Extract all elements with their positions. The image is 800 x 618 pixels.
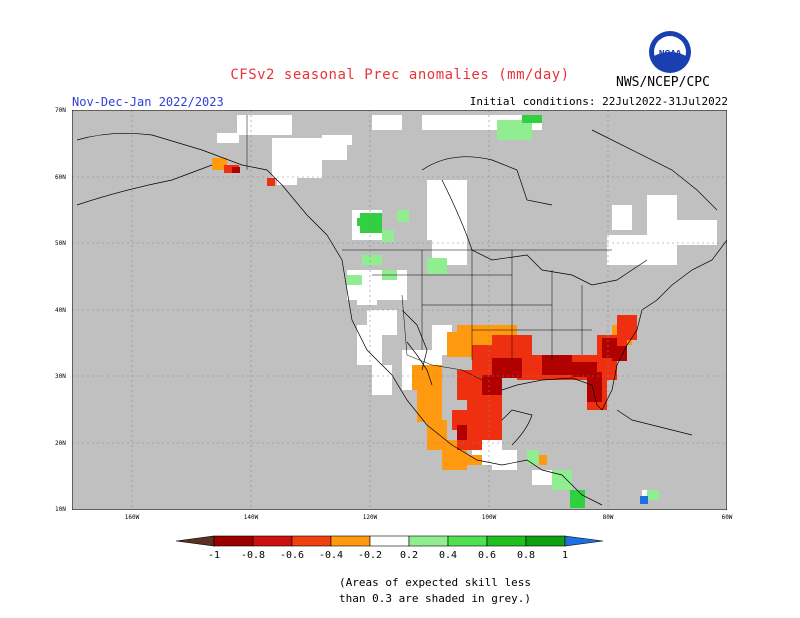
lon-label: 160W: [124, 514, 140, 521]
colorbar-cell: [447, 535, 488, 547]
colorbar-tick-label: 0.2: [400, 550, 418, 561]
initial-conditions: Initial conditions: 22Jul2022-31Jul2022: [469, 95, 728, 108]
colorbar-tick-label: 0.6: [478, 550, 496, 561]
forecast-period: Nov-Dec-Jan 2022/2023: [72, 95, 224, 109]
map-title: CFSv2 seasonal Prec anomalies (mm/day): [230, 67, 570, 83]
colorbar-arrow-high: [564, 535, 604, 547]
lon-label: 140W: [243, 514, 259, 521]
noaa-logo: NOAA: [649, 31, 691, 73]
colorbar-cell: [252, 535, 293, 547]
lat-label: 60N: [55, 174, 66, 181]
colorbar-tick-label: -1: [208, 550, 220, 561]
lat-label: 30N: [55, 373, 66, 380]
skill-note: (Areas of expected skill less than 0.3 a…: [0, 575, 800, 607]
colorbar-cell: [486, 535, 527, 547]
lat-label: 70N: [55, 107, 66, 114]
wet-anomaly-moderate: [357, 115, 585, 508]
colorbar-cell: [213, 535, 254, 547]
colorbar-tick-label: 0.8: [517, 550, 535, 561]
colorbar-cell: [525, 535, 566, 547]
colorbar-tick-label: -0.2: [358, 550, 382, 561]
colorbar-tick-label: -0.6: [280, 550, 304, 561]
wet-anomaly-strong: [640, 496, 648, 504]
colorbar-tick-label: 0.4: [439, 550, 457, 561]
coastlines: [76, 129, 727, 506]
colorbar-arrow-low: [176, 535, 215, 547]
lon-label: 120W: [362, 514, 378, 521]
colorbar-cell: [408, 535, 449, 547]
lon-label: 60W: [721, 514, 733, 521]
noaa-logo-text: NOAA: [659, 49, 682, 57]
lat-label: 40N: [55, 307, 66, 314]
lon-label: 80W: [602, 514, 614, 521]
lat-label: 50N: [55, 240, 66, 247]
colorbar-cell: [369, 535, 410, 547]
wet-anomaly-light: [347, 120, 659, 500]
agency-label: NWS/NCEP/CPC: [616, 75, 710, 90]
colorbar-cell: [330, 535, 371, 547]
gridlines: [72, 110, 727, 510]
political-borders: [246, 115, 612, 381]
skill-note-line1: (Areas of expected skill less: [338, 576, 532, 589]
lon-label: 100W: [481, 514, 497, 521]
precipitation-anomaly-map: [72, 110, 727, 510]
dry-anomaly-strong: [232, 167, 627, 440]
colorbar-cell: [291, 535, 332, 547]
lat-label: 20N: [55, 440, 66, 447]
colorbar: -1 -0.8 -0.6 -0.4 -0.2 0.2 0.4 0.6 0.8 1: [176, 535, 604, 561]
skill-note-line2: than 0.3 are shaded in grey.): [338, 592, 532, 605]
colorbar-tick-label: -0.8: [241, 550, 265, 561]
colorbar-tick-label: 1: [562, 550, 568, 561]
lat-label: 10N: [55, 506, 66, 513]
colorbar-tick-label: -0.4: [319, 550, 343, 561]
